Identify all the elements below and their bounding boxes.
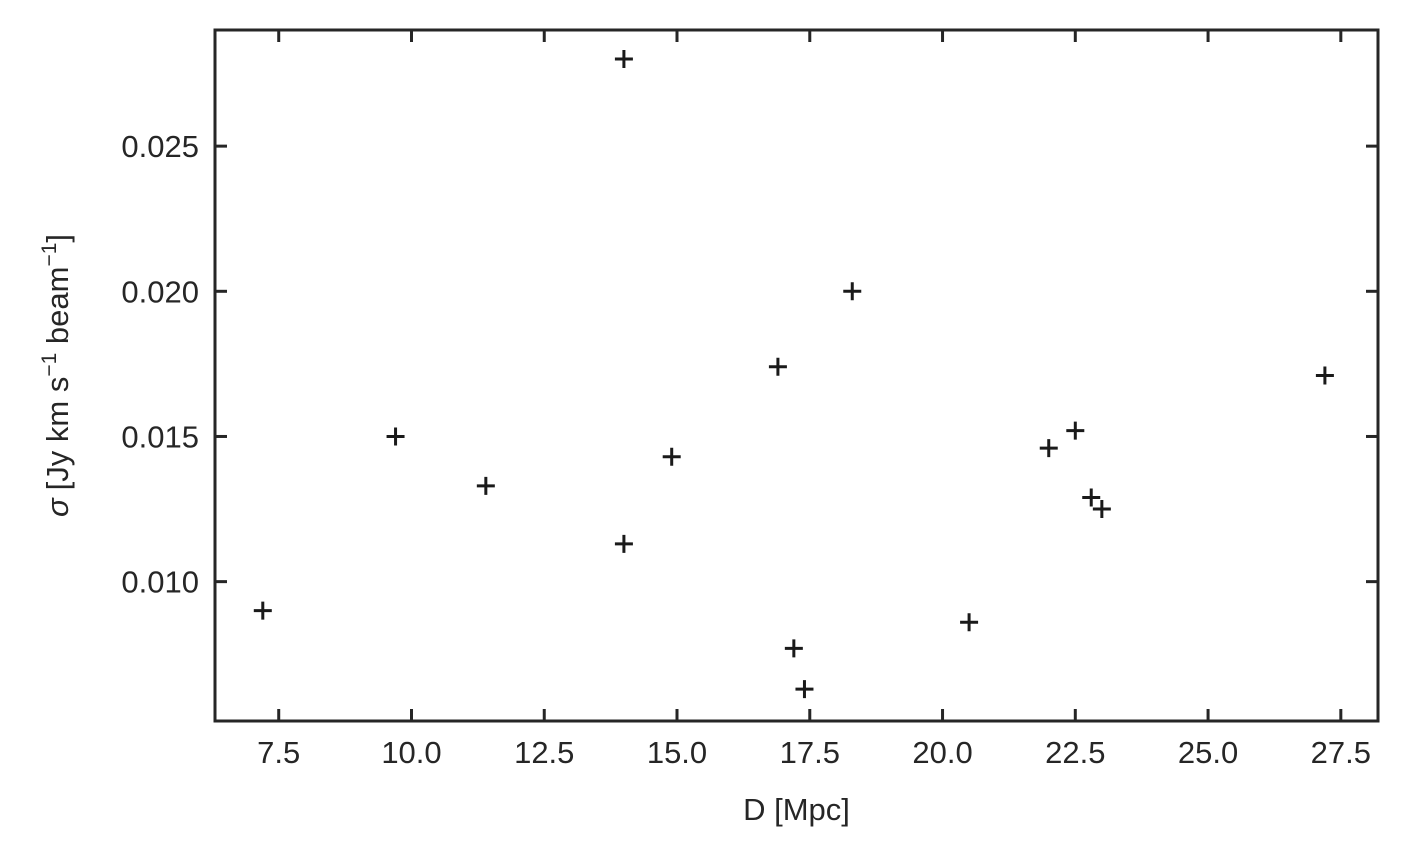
data-point-marker [1039, 439, 1058, 458]
x-tick-label: 15.0 [647, 735, 707, 770]
data-point-marker [1315, 366, 1334, 385]
data-point-marker [253, 601, 272, 620]
data-point-marker [614, 50, 633, 69]
y-axis-label: σ[Jy km s−1 beam−1] [38, 234, 75, 517]
y-axis-label-text: [Jy km s [40, 377, 75, 491]
ticks-layer: 7.5 10.0 12.5 15.0 17.5 20.0 22.5 25.0 27.5 0.010… [121, 30, 1378, 770]
data-point-marker [1092, 500, 1111, 519]
data-point-marker [768, 357, 787, 376]
x-tick-label: 17.5 [780, 735, 840, 770]
data-point-marker [386, 427, 405, 446]
data-point-marker [784, 639, 803, 658]
x-tick-label: 22.5 [1045, 735, 1105, 770]
x-tick-label: 10.0 [381, 735, 441, 770]
y-axis-label-mid: beam [40, 267, 75, 353]
plot-frame [213, 28, 1380, 723]
y-axis-label-exponent-2: −1 [38, 243, 61, 267]
y-axis-label-exponent-1: −1 [38, 353, 61, 377]
data-point-marker [1066, 421, 1085, 440]
data-point-marker [614, 534, 633, 553]
y-tick-label: 0.015 [121, 419, 199, 454]
data-point-marker [662, 447, 681, 466]
x-tick-label: 25.0 [1178, 735, 1238, 770]
y-tick-label: 0.025 [121, 129, 199, 164]
x-tick-label: 7.5 [257, 735, 300, 770]
data-point-marker [1082, 488, 1101, 507]
y-tick-label: 0.020 [121, 274, 199, 309]
data-point-marker [843, 282, 862, 301]
x-axis-label: D [Mpc] [743, 792, 850, 827]
y-axis-label-close: ] [40, 234, 75, 243]
x-tick-label: 20.0 [912, 735, 972, 770]
data-point-marker [960, 613, 979, 632]
y-axis-label-symbol: σ [40, 497, 75, 517]
points-layer [253, 50, 1334, 699]
y-tick-label: 0.010 [121, 565, 199, 600]
x-tick-label: 27.5 [1311, 735, 1371, 770]
x-tick-label: 12.5 [514, 735, 574, 770]
data-point-marker [476, 476, 495, 495]
data-point-marker [795, 680, 814, 699]
